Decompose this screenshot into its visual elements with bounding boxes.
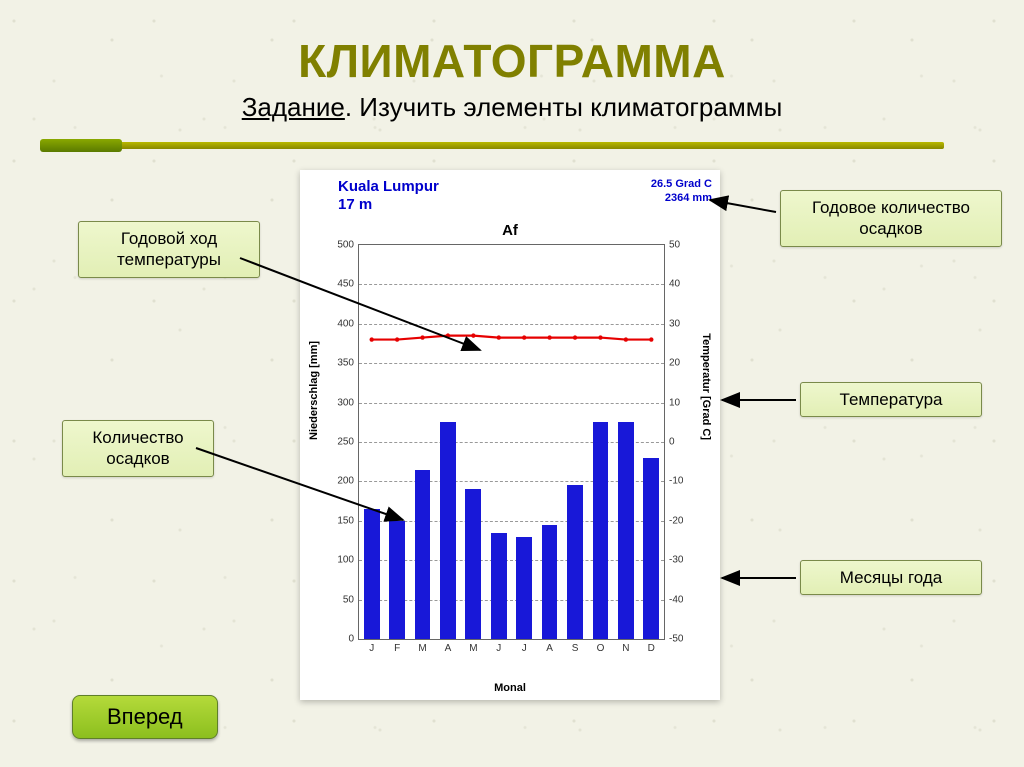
temp-axis-label: Temperatur [Grad C] (700, 333, 712, 440)
page-title: КЛИМАТОГРАММА (0, 34, 1024, 88)
chart-climate-code: Af (300, 222, 720, 239)
precip-axis-label: Niederschlag [mm] (308, 341, 320, 440)
label-precip-amount: Количествоосадков (62, 420, 214, 477)
chart-altitude: 17 m (338, 196, 372, 213)
chart-annual-temp: 26.5 Grad C (651, 178, 712, 190)
label-months: Месяцы года (800, 560, 982, 595)
chart-plot-area: 050100150200250300350400450500-50-40-30-… (358, 244, 665, 640)
divider (40, 142, 944, 149)
label-annual-precip: Годовое количествоосадков (780, 190, 1002, 247)
subtitle: Задание. Изучить элементы климатограммы (0, 92, 1024, 123)
label-temperature: Температура (800, 382, 982, 417)
subtitle-task: Задание (242, 92, 345, 122)
forward-button[interactable]: Вперед (72, 695, 218, 739)
month-axis-label: Monal (300, 682, 720, 694)
subtitle-rest: . Изучить элементы климатограммы (345, 92, 782, 122)
label-temp-course: Годовой ходтемпературы (78, 221, 260, 278)
climate-chart: Kuala Lumpur 17 m 26.5 Grad C 2364 mm Af… (300, 170, 720, 700)
chart-annual-precip: 2364 mm (665, 192, 712, 204)
chart-station: Kuala Lumpur (338, 178, 439, 195)
